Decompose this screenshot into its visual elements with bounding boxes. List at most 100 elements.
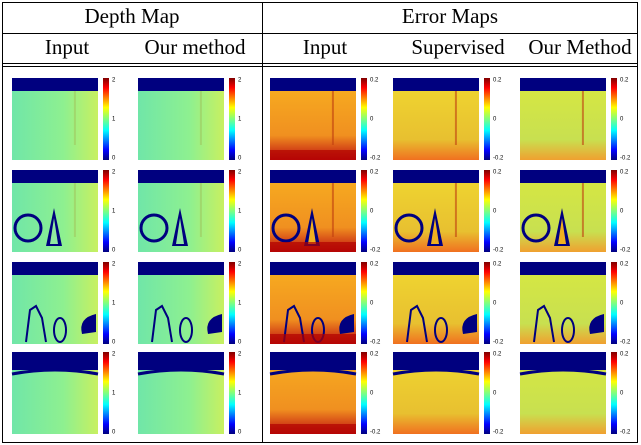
image-object [271,213,301,243]
colorbar-label: 0 [112,340,116,346]
image-cell: 2 1 0 [138,78,242,162]
image-cell: 0.2 0 -0.2 [520,170,631,254]
colorbar [361,262,367,344]
image-object [81,314,96,334]
image-top [520,352,606,370]
colorbar-label: 2 [238,78,242,84]
colorbar [484,170,490,252]
colorbar-label: -0.2 [620,340,631,346]
image-wall [73,183,76,237]
image-object [521,213,551,243]
image-object [462,314,477,334]
colorbar-label: 2 [112,170,116,176]
colorbar-label: 0.2 [370,352,379,358]
image-object [434,317,448,343]
colorbar-label: -0.2 [370,430,381,436]
image-top [270,352,356,370]
colorbar-label: 0 [370,391,374,397]
colorbar-label: 0.2 [620,352,629,358]
image-cell: 0.2 0 -0.2 [520,262,631,346]
image-cell: 0.2 0 -0.2 [270,78,381,162]
image-object [558,218,566,244]
colorbar [361,352,367,434]
column-header: Input [303,35,347,59]
colorbar-label: 0.2 [370,170,379,176]
colorbar [229,352,235,434]
colorbar [611,78,617,160]
colorbar-label: 0.2 [620,78,629,84]
colorbar-label: -0.2 [620,248,631,254]
colorbar-label: 2 [238,262,242,268]
image-cell: 2 1 0 [137,352,242,436]
colorbar-label: 0.2 [493,78,502,84]
image-top [12,262,98,275]
image-top [520,262,606,275]
image-object [207,314,222,334]
colorbar-label: 0 [238,430,242,436]
image [393,78,479,160]
image-wall [454,91,457,145]
image-top [520,170,606,183]
image [520,78,606,160]
column-header: Our Method [528,35,632,59]
image-object [179,317,193,343]
image-object [431,218,439,244]
colorbar-label: 0 [238,340,242,346]
colorbar-label: -0.2 [370,340,381,346]
colorbar-label: 0 [620,391,624,397]
image-wall [581,183,584,237]
colorbar-label: 1 [238,301,242,307]
colorbar-label: 2 [238,352,242,358]
colorbar-label: 0 [493,117,497,123]
image-object [50,218,58,244]
colorbar-label: 0 [620,117,624,123]
image-object [13,213,43,243]
image-wall [331,183,334,237]
image-floor [270,424,356,434]
colorbar-label: 1 [112,117,116,123]
colorbar-label: 0.2 [493,262,502,268]
image-cell: 0.2 0 -0.2 [270,170,381,254]
colorbar-label: 0 [112,248,116,254]
colorbar [229,78,235,160]
colorbar-label: -0.2 [493,430,504,436]
image-object [137,368,225,376]
image-object [176,218,184,244]
image-wall [581,91,584,145]
colorbar-label: 0 [112,430,116,436]
colorbar-label: 1 [112,391,116,397]
image-top [393,262,479,275]
colorbar-label: 1 [112,301,116,307]
image-top [393,170,479,183]
colorbar-label: -0.2 [493,248,504,254]
colorbar-label: -0.2 [620,156,631,162]
image-wall [199,91,202,145]
image-object [25,304,47,343]
image-object [11,368,99,376]
colorbar [103,78,109,160]
image-cell: 0.2 0 -0.2 [270,262,381,346]
image-object [269,368,357,376]
image-cell: 0.2 0 -0.2 [393,262,504,346]
image-cell: 0.2 0 -0.2 [393,78,504,162]
image-cell: 2 1 0 [12,78,116,162]
colorbar-label: -0.2 [493,156,504,162]
colorbar-label: 1 [112,209,116,215]
image-object [519,368,607,376]
colorbar [361,170,367,252]
image-cell: 0.2 0 -0.2 [520,78,631,162]
image-cell: 2 1 0 [138,170,242,254]
image-cell: 2 1 0 [12,262,116,346]
image-top [270,262,356,275]
colorbar [611,352,617,434]
colorbar-label: 2 [238,170,242,176]
colorbar-label: 0 [493,301,497,307]
colorbar [103,352,109,434]
colorbar-label: 0 [238,156,242,162]
image-object [283,304,305,343]
image-top [270,78,356,91]
image-object [139,213,169,243]
image-object [53,317,67,343]
